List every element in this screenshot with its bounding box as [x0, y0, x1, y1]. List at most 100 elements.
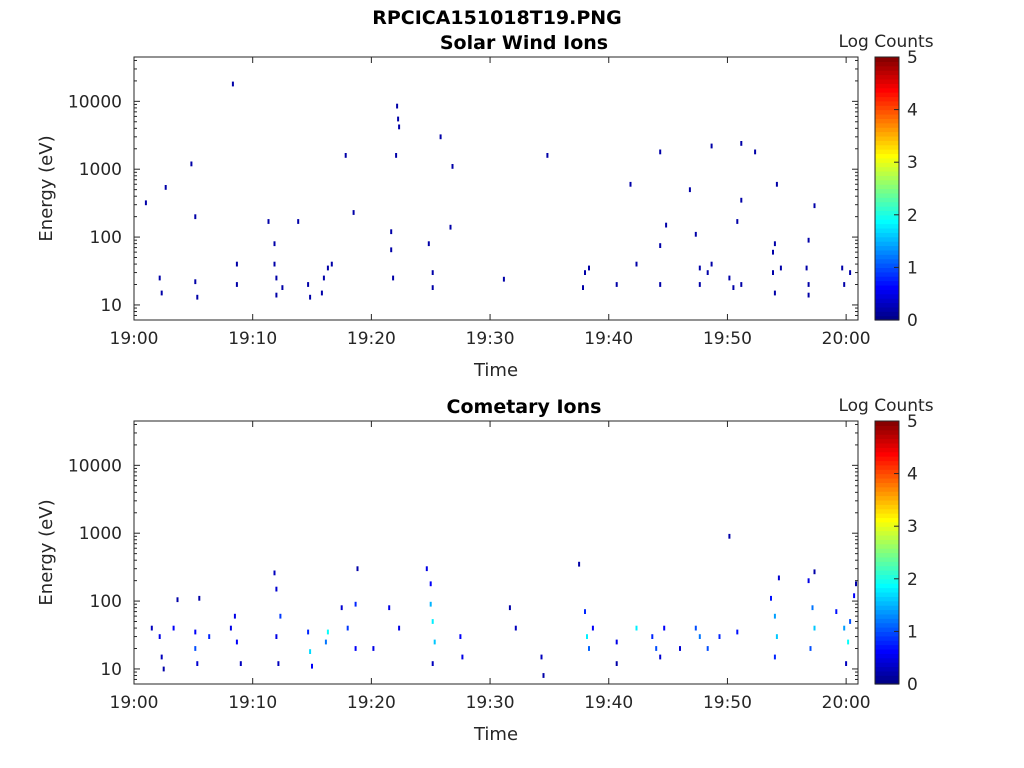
colorbar-segment	[875, 648, 899, 654]
heatmap-cell	[615, 639, 618, 645]
heatmap-cell	[773, 654, 776, 660]
colorbar-segment	[875, 640, 899, 646]
colorbar-tick-label: 3	[907, 517, 918, 537]
heatmap-cell	[732, 285, 735, 290]
colorbar-segment	[875, 561, 899, 567]
heatmap-cell	[388, 605, 391, 611]
heatmap-cell	[629, 181, 632, 187]
heatmap-cell	[397, 116, 400, 122]
heatmap-cell	[164, 185, 167, 190]
heatmap-cell	[433, 639, 436, 645]
colorbar-segment	[875, 214, 899, 220]
colorbar-tick-label: 3	[907, 153, 918, 173]
heatmap-cell	[698, 282, 701, 287]
heatmap-cell	[352, 210, 355, 215]
heatmap-cell	[813, 203, 816, 209]
heatmap-cell	[307, 629, 310, 635]
colorbar-segment	[875, 421, 899, 426]
heatmap-cell	[655, 646, 658, 651]
colorbar-segment	[875, 201, 899, 207]
heatmap-cell	[396, 103, 399, 109]
colorbar-segment	[875, 442, 899, 448]
heatmap-cell	[718, 634, 721, 639]
colorbar-segment	[875, 184, 899, 190]
colorbar-segment	[875, 429, 899, 435]
x-tick-label: 19:30	[466, 329, 515, 349]
x-tick-label: 19:10	[228, 329, 277, 349]
y-tick-label: 100	[90, 592, 122, 612]
heatmap-cell	[847, 639, 850, 645]
colorbar-segment	[875, 192, 899, 198]
colorbar-segment	[875, 298, 899, 304]
colorbar-segment	[875, 113, 899, 119]
colorbar-segment	[875, 100, 899, 106]
heatmap-cell	[694, 231, 697, 237]
heatmap-cell	[176, 597, 179, 603]
heatmap-cell	[344, 153, 347, 158]
heatmap-cell	[772, 270, 774, 275]
x-tick-label: 19:10	[228, 693, 277, 713]
heatmap-cell	[665, 222, 668, 228]
colorbar-segment	[875, 127, 899, 133]
colorbar-segment	[875, 565, 899, 571]
heatmap-cell	[150, 625, 153, 631]
heatmap-cell	[398, 124, 401, 130]
colorbar-tick-label: 1	[907, 258, 918, 278]
colorbar-segment	[875, 613, 899, 619]
heatmap-cell	[688, 187, 691, 193]
heatmap-cell	[651, 634, 654, 639]
heatmap-cell	[324, 639, 327, 645]
colorbar-segment	[875, 232, 899, 238]
heatmap-cell	[190, 161, 193, 167]
x-tick-label: 19:00	[110, 329, 159, 349]
heatmap-cell	[372, 646, 375, 651]
heatmap-cell	[584, 609, 586, 614]
heatmap-cell	[231, 81, 234, 87]
panels-group: Solar Wind Ions 19:00 19:10 19:20 19:30 19:40…	[36, 32, 934, 745]
colorbar-segment	[875, 539, 899, 545]
x-tick-label: 19:20	[347, 329, 396, 349]
x-tick-label: 19:30	[466, 693, 515, 713]
colorbar-segment	[875, 122, 899, 128]
heatmap-cell	[160, 290, 163, 296]
colorbar-segment	[875, 622, 899, 628]
heatmap-cell	[855, 581, 857, 587]
colorbar-segment	[875, 245, 899, 251]
heatmap-cell	[427, 241, 430, 247]
heatmap-cell	[356, 566, 359, 572]
x-tick-label: 19:40	[584, 693, 633, 713]
colorbar-segment	[875, 513, 899, 519]
heatmap-cell	[322, 275, 325, 281]
heatmap-cell	[740, 141, 743, 146]
heatmap-cell	[542, 673, 545, 678]
colorbar-segment	[875, 276, 899, 282]
heatmap-cell	[546, 153, 549, 158]
colorbar-segment	[875, 473, 899, 479]
colorbar-segment	[875, 477, 899, 483]
x-tick-label: 20:00	[822, 329, 871, 349]
colorbar-tick-label: 2	[907, 206, 918, 226]
x-tick-label: 19:50	[703, 693, 752, 713]
colorbar-segment	[875, 267, 899, 273]
colorbar-segment	[875, 451, 899, 457]
heatmap-cell	[805, 265, 808, 271]
x-tick-label: 19:50	[703, 329, 752, 349]
colorbar-segment	[875, 315, 899, 321]
heatmap-cell	[845, 661, 848, 666]
colorbar-segment	[875, 105, 899, 111]
heatmap-cell	[439, 134, 442, 140]
colorbar-segment	[875, 92, 899, 98]
colorbar-segment	[875, 306, 899, 312]
heatmap-cell	[233, 613, 236, 619]
heatmap-cell	[584, 270, 586, 275]
colorbar-segment	[875, 223, 899, 229]
heatmap-cell	[775, 181, 778, 187]
heatmap-cell	[773, 613, 776, 619]
heatmap-cell	[659, 282, 662, 287]
heatmap-cell	[267, 219, 270, 224]
colorbar-segment	[875, 517, 899, 523]
colorbar-segment	[875, 87, 899, 93]
y-tick-label: 1000	[79, 524, 122, 544]
